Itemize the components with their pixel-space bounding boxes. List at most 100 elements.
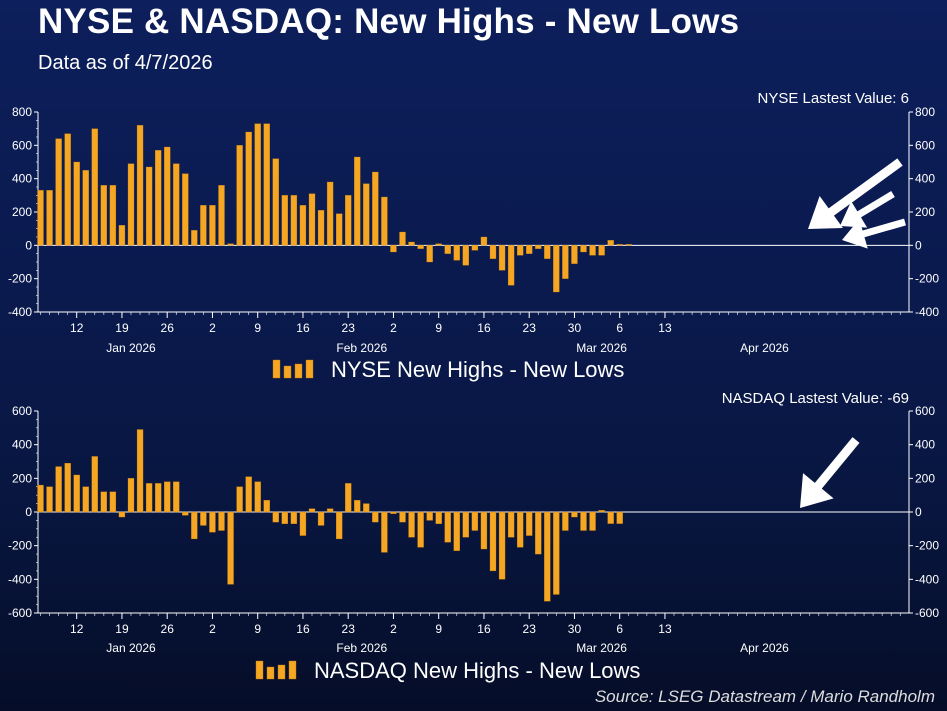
legend-swatch xyxy=(283,365,292,379)
bar xyxy=(272,158,279,246)
bar xyxy=(227,243,234,246)
bar xyxy=(562,511,569,531)
bar xyxy=(489,245,497,259)
x-tick-label: 9 xyxy=(254,321,261,335)
bar xyxy=(553,245,560,293)
y-tick-label-right: 800 xyxy=(915,105,935,119)
bar xyxy=(64,463,71,513)
bar xyxy=(164,481,171,513)
bar xyxy=(118,225,126,246)
bar xyxy=(335,511,343,540)
bar xyxy=(200,205,207,246)
bar xyxy=(372,511,379,523)
x-tick-label: 16 xyxy=(477,321,491,335)
bar xyxy=(526,245,533,254)
bar xyxy=(616,511,623,524)
x-tick-label: 2 xyxy=(209,321,216,335)
y-tick-label-left: -200 xyxy=(8,539,32,553)
bar xyxy=(263,123,270,246)
x-tick-label: 6 xyxy=(616,622,623,636)
bar xyxy=(354,156,361,246)
x-tick-label: 23 xyxy=(342,321,356,335)
y-tick-label-right: 0 xyxy=(915,505,922,519)
month-label: Jan 2026 xyxy=(106,341,156,355)
bar xyxy=(435,511,442,524)
bar xyxy=(471,511,479,531)
bar xyxy=(173,481,180,513)
chart-title: NYSE & NASDAQ: New Highs - New Lows xyxy=(38,2,740,41)
legend-swatch xyxy=(277,664,286,680)
annotation-arrow-icon xyxy=(842,218,906,249)
legend-label: NASDAQ New Highs - New Lows xyxy=(314,658,640,683)
bar xyxy=(453,245,460,261)
bar xyxy=(544,511,551,602)
legend-swatch xyxy=(255,660,264,680)
x-tick-label: 16 xyxy=(477,622,491,636)
bar xyxy=(571,245,578,264)
bar xyxy=(136,125,144,246)
y-tick-label-left: 0 xyxy=(25,505,32,519)
bar xyxy=(82,170,89,246)
bar xyxy=(489,511,497,572)
y-tick-label-left: 200 xyxy=(12,471,32,485)
bar xyxy=(326,181,334,246)
bar xyxy=(498,511,506,580)
bar xyxy=(100,491,107,513)
bar xyxy=(281,511,289,524)
bar xyxy=(535,511,542,555)
bar xyxy=(109,491,117,513)
source-note: Source: LSEG Datastream / Mario Randholm xyxy=(594,687,935,706)
month-label: Apr 2026 xyxy=(740,641,789,655)
bar xyxy=(480,511,488,550)
y-tick-label-right: 600 xyxy=(915,138,935,152)
bar xyxy=(218,185,225,246)
bar xyxy=(553,511,560,595)
bar xyxy=(480,236,488,246)
month-label: Mar 2026 xyxy=(576,641,627,655)
bar xyxy=(209,511,216,533)
bar xyxy=(55,138,62,246)
latest-value-label: NYSE Lastest Value: 6 xyxy=(758,90,909,107)
bar xyxy=(127,163,135,246)
x-tick-label: 13 xyxy=(658,622,672,636)
bar xyxy=(372,171,379,246)
annotation-arrow-icon xyxy=(808,158,903,229)
bar xyxy=(236,145,243,246)
bar xyxy=(471,245,479,251)
y-tick-label-right: 400 xyxy=(915,172,935,186)
bar xyxy=(507,511,515,538)
bar xyxy=(571,511,578,518)
bar xyxy=(390,245,397,253)
bar xyxy=(544,245,551,259)
bar xyxy=(218,511,225,531)
bar xyxy=(46,190,53,246)
x-tick-label: 2 xyxy=(209,622,216,636)
legend-swatch xyxy=(288,660,297,680)
bar xyxy=(517,511,524,548)
y-tick-label-left: -400 xyxy=(8,305,32,319)
bar xyxy=(64,133,71,246)
x-tick-label: 13 xyxy=(658,321,672,335)
y-tick-label-left: 200 xyxy=(12,205,32,219)
y-tick-label-left: 600 xyxy=(12,404,32,418)
x-tick-label: 12 xyxy=(70,321,84,335)
legend-swatch xyxy=(305,359,314,379)
bar xyxy=(616,244,623,246)
bar xyxy=(245,476,252,513)
bar xyxy=(263,500,270,513)
bar xyxy=(136,429,144,513)
bar xyxy=(507,245,515,286)
bar xyxy=(589,245,596,256)
x-tick-label: 19 xyxy=(115,321,129,335)
bar xyxy=(281,195,289,246)
bar xyxy=(526,511,533,536)
x-tick-label: 9 xyxy=(435,321,442,335)
x-tick-label: 26 xyxy=(161,622,175,636)
x-tick-label: 6 xyxy=(616,321,623,335)
bar xyxy=(363,183,370,246)
bar xyxy=(381,196,388,246)
y-tick-label-right: -400 xyxy=(915,572,939,586)
bar xyxy=(37,484,44,513)
bar xyxy=(182,511,189,516)
